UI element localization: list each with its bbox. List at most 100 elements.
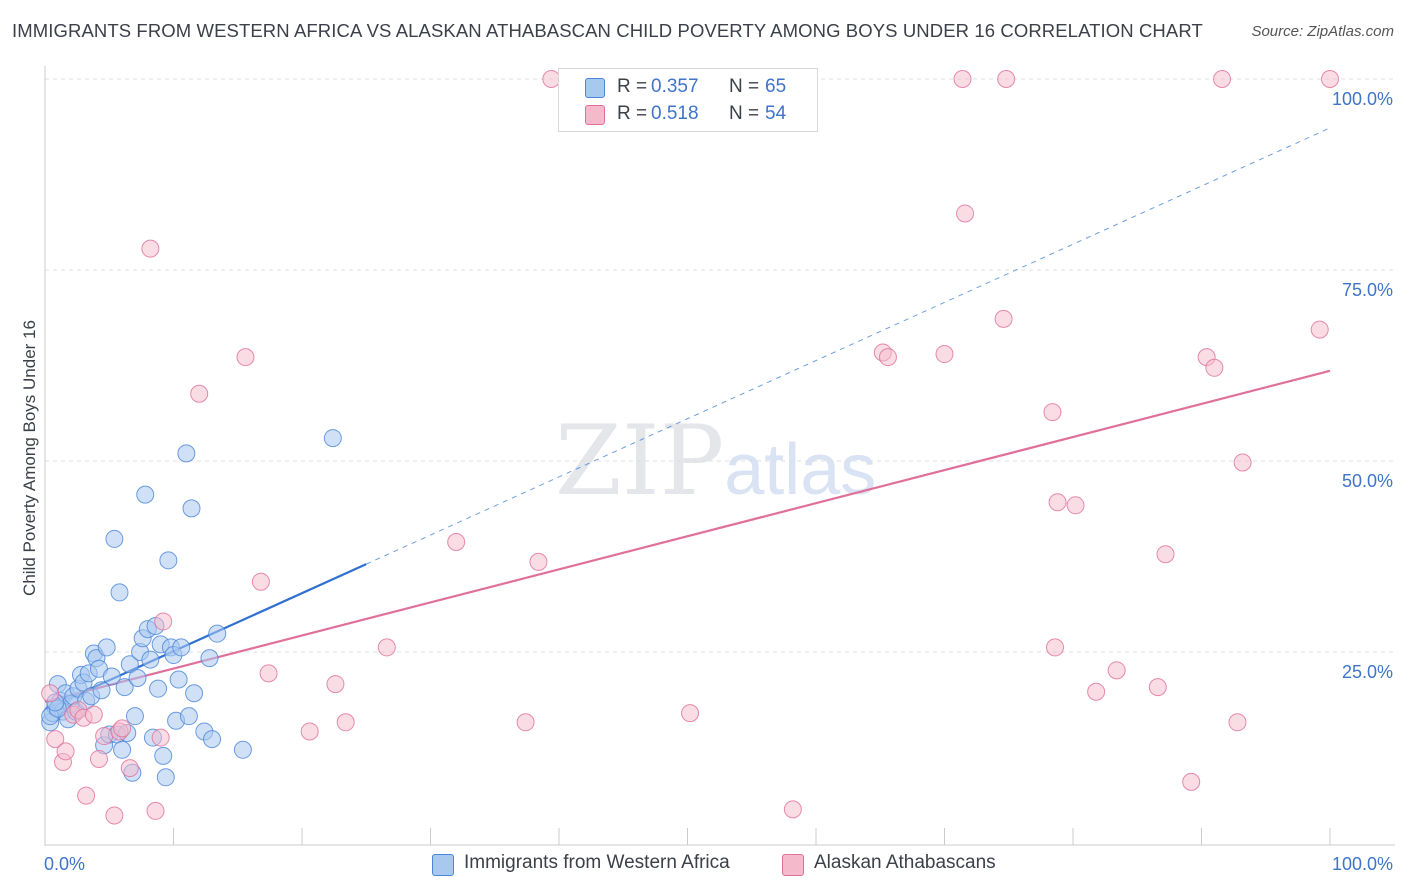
data-point-athabascans (46, 730, 65, 749)
x-tick-label: 100.0% (1332, 854, 1393, 874)
data-point-athabascans (151, 728, 170, 747)
data-point-immigrants (125, 707, 144, 726)
points-immigrants (41, 429, 342, 787)
data-point-immigrants (233, 740, 252, 759)
data-point-immigrants (115, 678, 134, 697)
data-point-athabascans (1205, 358, 1224, 377)
data-point-athabascans (529, 552, 548, 571)
watermark-atlas: atlas (724, 430, 877, 510)
y-tick-label: 25.0% (1342, 662, 1393, 682)
data-point-athabascans (336, 713, 355, 732)
data-point-athabascans (1213, 70, 1232, 88)
trend-immigrants (44, 127, 1331, 711)
y-tick-label: 75.0% (1342, 280, 1393, 300)
data-point-immigrants (172, 638, 191, 657)
trend-athabascans (44, 369, 1331, 703)
data-point-immigrants (154, 746, 173, 765)
trend-line-solid (44, 369, 1331, 703)
data-point-athabascans (236, 348, 255, 367)
data-point-athabascans (84, 705, 103, 724)
data-point-athabascans (1107, 661, 1126, 680)
data-point-athabascans (1087, 682, 1106, 701)
data-point-athabascans (1228, 713, 1247, 732)
data-point-immigrants (323, 429, 342, 448)
data-point-athabascans (994, 309, 1013, 328)
data-point-athabascans (1182, 772, 1201, 791)
swatch-blue-icon (585, 78, 605, 98)
trend-line-dashed (366, 127, 1331, 565)
data-point-athabascans (447, 532, 466, 551)
legend-label: Alaskan Athabascans (814, 852, 996, 873)
data-point-immigrants (110, 583, 129, 602)
data-point-immigrants (177, 444, 196, 463)
data-point-athabascans (377, 638, 396, 657)
data-point-athabascans (1156, 545, 1175, 564)
r-value: 0.357 (651, 76, 699, 97)
data-point-immigrants (169, 670, 188, 689)
data-point-immigrants (182, 499, 201, 518)
data-point-immigrants (179, 707, 198, 726)
data-point-athabascans (1046, 638, 1065, 657)
data-point-athabascans (95, 727, 114, 746)
data-point-athabascans (141, 239, 160, 258)
legend-label: Immigrants from Western Africa (464, 852, 730, 873)
data-point-immigrants (92, 681, 111, 700)
n-value: 65 (765, 76, 787, 97)
data-point-immigrants (105, 529, 124, 548)
data-point-immigrants (200, 649, 219, 668)
source-label: Source: ZipAtlas.com (1251, 23, 1394, 40)
data-point-athabascans (1043, 403, 1062, 422)
data-point-immigrants (102, 667, 121, 686)
data-point-athabascans (300, 722, 319, 741)
data-point-immigrants (141, 650, 160, 669)
data-point-immigrants (203, 730, 222, 749)
swatch-blue-icon (432, 854, 454, 876)
data-point-immigrants (97, 638, 116, 657)
tick-labels: 25.0% 50.0% 75.0% 100.0% 0.0% 100.0% (44, 89, 1393, 874)
data-point-athabascans (878, 348, 897, 367)
data-point-athabascans (1310, 320, 1329, 339)
data-point-immigrants (149, 679, 168, 698)
data-point-immigrants (156, 768, 175, 787)
data-point-athabascans (1321, 70, 1339, 88)
data-point-athabascans (783, 800, 802, 819)
data-point-immigrants (120, 655, 139, 674)
data-point-athabascans (105, 806, 124, 825)
data-point-athabascans (77, 786, 96, 805)
r-label: R = (617, 76, 648, 97)
data-point-athabascans (41, 684, 60, 703)
data-point-athabascans (956, 204, 975, 223)
swatch-pink-icon (782, 854, 804, 876)
r-label: R = (617, 103, 648, 124)
y-tick-label: 50.0% (1342, 471, 1393, 491)
data-point-athabascans (259, 664, 278, 683)
data-point-immigrants (128, 668, 147, 687)
data-point-athabascans (953, 70, 972, 88)
data-point-athabascans (120, 759, 139, 778)
n-label: N = (729, 103, 760, 124)
points-athabascans (41, 70, 1339, 825)
data-point-athabascans (1233, 453, 1252, 472)
data-point-immigrants (113, 740, 132, 759)
n-value: 54 (765, 103, 787, 124)
data-point-athabascans (516, 713, 535, 732)
data-point-athabascans (251, 572, 270, 591)
axes (44, 66, 1395, 846)
data-point-athabascans (681, 704, 700, 723)
data-point-athabascans (146, 801, 165, 820)
data-point-athabascans (1066, 496, 1085, 515)
data-point-immigrants (159, 551, 178, 570)
data-point-immigrants (208, 624, 227, 643)
x-tick-label: 0.0% (44, 854, 85, 874)
data-point-athabascans (997, 70, 1016, 88)
data-point-athabascans (190, 384, 209, 403)
data-point-athabascans (935, 345, 954, 364)
data-point-immigrants (136, 485, 155, 504)
data-point-immigrants (185, 684, 204, 703)
data-point-athabascans (326, 675, 345, 694)
n-label: N = (729, 76, 760, 97)
r-value: 0.518 (651, 103, 699, 124)
data-point-athabascans (113, 719, 132, 738)
chart-title: IMMIGRANTS FROM WESTERN AFRICA VS ALASKA… (12, 20, 1203, 41)
